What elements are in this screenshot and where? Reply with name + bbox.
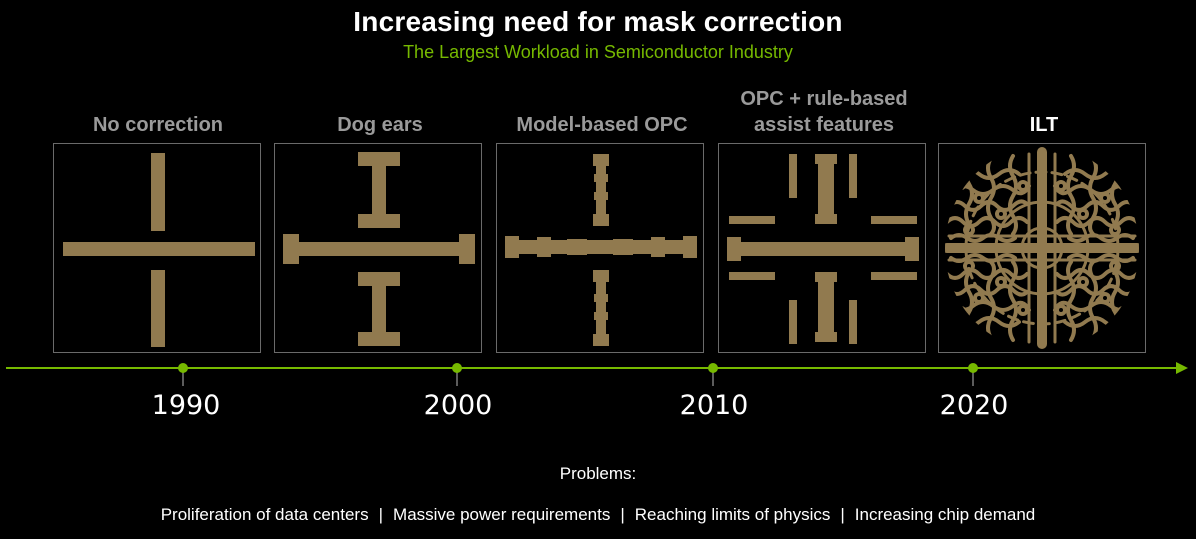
stage-label-no-correction: No correction [92, 114, 224, 136]
panel-dog-ears [274, 143, 482, 353]
stage-label-model-based-opc: Model-based OPC [516, 114, 688, 136]
timeline-marker-2000 [452, 363, 462, 373]
problem-item: Increasing chip demand [854, 505, 1036, 524]
panel-model-based-opc [496, 143, 704, 353]
problem-separator: | [620, 505, 625, 524]
pattern-model-based-opc [505, 154, 697, 346]
stage-label-dog-ears: Dog ears [337, 114, 423, 136]
panel-opc-assist [718, 143, 926, 353]
panel-ilt [938, 143, 1146, 353]
problem-item: Massive power requirements [393, 505, 611, 524]
page-subtitle: The Largest Workload in Semiconductor In… [403, 42, 793, 62]
pattern-opc-assist [727, 154, 919, 344]
year-2000: 2000 [423, 390, 493, 421]
stage-label-opc-assist-line2: assist features [753, 114, 895, 136]
pattern-no-correction [63, 153, 255, 347]
pattern-dog-ears [283, 152, 475, 346]
year-2010: 2010 [679, 390, 749, 421]
pattern-ilt [945, 147, 1139, 349]
panel-no-correction [53, 143, 261, 353]
timeline-marker-2010 [708, 363, 718, 373]
page-title: Increasing need for mask correction [353, 6, 843, 37]
problems-heading: Problems: [559, 464, 637, 483]
stage-label-opc-assist: OPC + rule-based assist features [709, 86, 939, 138]
stage-label-opc-assist-line1: OPC + rule-based [740, 88, 908, 110]
problem-separator: | [840, 505, 845, 524]
timeline-marker-1990 [178, 363, 188, 373]
problem-separator: | [378, 505, 384, 524]
timeline-arrowhead-icon [1176, 362, 1188, 374]
problems-list: Proliferation of data centers | Massive po… [0, 505, 1196, 525]
timeline-marker-2020 [968, 363, 978, 373]
timeline-axis [6, 362, 1188, 386]
stage-label-ilt: ILT [1029, 114, 1059, 136]
year-2020: 2020 [939, 390, 1009, 421]
problem-item: Proliferation of data centers [160, 505, 369, 524]
problem-item: Reaching limits of physics [634, 505, 831, 524]
year-1990: 1990 [151, 390, 221, 421]
